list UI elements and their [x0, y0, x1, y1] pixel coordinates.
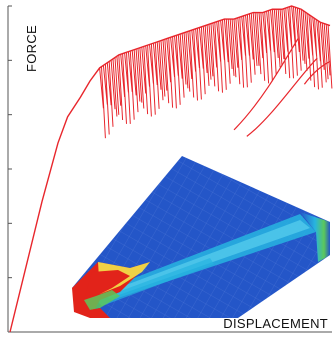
mesh-stress-band-lower [96, 258, 214, 306]
x-axis-label: DISPLACEMENT [223, 316, 328, 331]
y-axis-label: FORCE [24, 25, 39, 72]
mesh-right-edge [300, 212, 330, 262]
fe-mesh-inset [72, 156, 330, 318]
y-axis-ticks [8, 5, 12, 279]
mesh-hotspot-green [84, 290, 120, 310]
mesh-hotspot-core [90, 308, 110, 318]
mesh-stress-band-inner [102, 220, 310, 298]
mesh-hotspot-ring [84, 270, 130, 300]
force-curve-unloading-arcs [233, 38, 331, 137]
force-curve-oscillations [99, 5, 333, 139]
force-curve-line [9, 5, 331, 333]
force-curve-series [9, 5, 333, 333]
